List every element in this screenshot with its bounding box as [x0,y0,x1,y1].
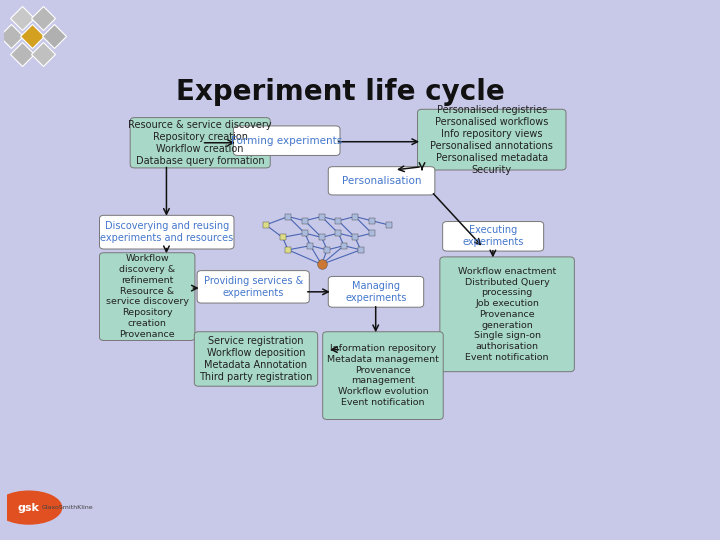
FancyBboxPatch shape [194,332,318,386]
FancyBboxPatch shape [328,167,435,195]
Text: Executing
experiments: Executing experiments [462,225,524,247]
Circle shape [0,491,62,524]
Text: Personalised registries
Personalised workflows
Info repository views
Personalise: Personalised registries Personalised wor… [431,105,553,174]
Text: Forming experiments: Forming experiments [231,136,342,146]
Text: gsk: gsk [18,503,40,512]
Text: GlaxoSmithKline: GlaxoSmithKline [42,505,94,510]
Text: Workflow
discovery &
refinement
Resource &
service discovery
Repository
creation: Workflow discovery & refinement Resource… [106,254,189,339]
FancyBboxPatch shape [130,118,270,168]
FancyBboxPatch shape [197,271,310,303]
Text: Managing
experiments: Managing experiments [346,281,407,303]
FancyBboxPatch shape [323,332,444,420]
Text: Discoverying and reusing
experiments and resources: Discoverying and reusing experiments and… [100,221,233,243]
Text: Resource & service discovery
Repository creation
Workflow creation
Database quer: Resource & service discovery Repository … [128,120,272,166]
FancyBboxPatch shape [99,215,234,249]
Text: Information repository
Metadata management
Provenance
management
Workflow evolut: Information repository Metadata manageme… [327,344,439,407]
Text: Personalisation: Personalisation [342,176,421,186]
Text: Workflow enactment
Distributed Query
processing
Job execution
Provenance
generat: Workflow enactment Distributed Query pro… [458,267,557,362]
FancyBboxPatch shape [99,253,195,341]
Text: Experiment life cycle: Experiment life cycle [176,78,505,106]
FancyBboxPatch shape [443,221,544,251]
FancyBboxPatch shape [328,276,423,307]
Text: Providing services &
experiments: Providing services & experiments [204,276,303,298]
FancyBboxPatch shape [418,109,566,170]
Text: Service registration
Workflow deposition
Metadata Annotation
Third party registr: Service registration Workflow deposition… [199,336,312,382]
FancyBboxPatch shape [440,257,575,372]
FancyBboxPatch shape [233,126,340,156]
